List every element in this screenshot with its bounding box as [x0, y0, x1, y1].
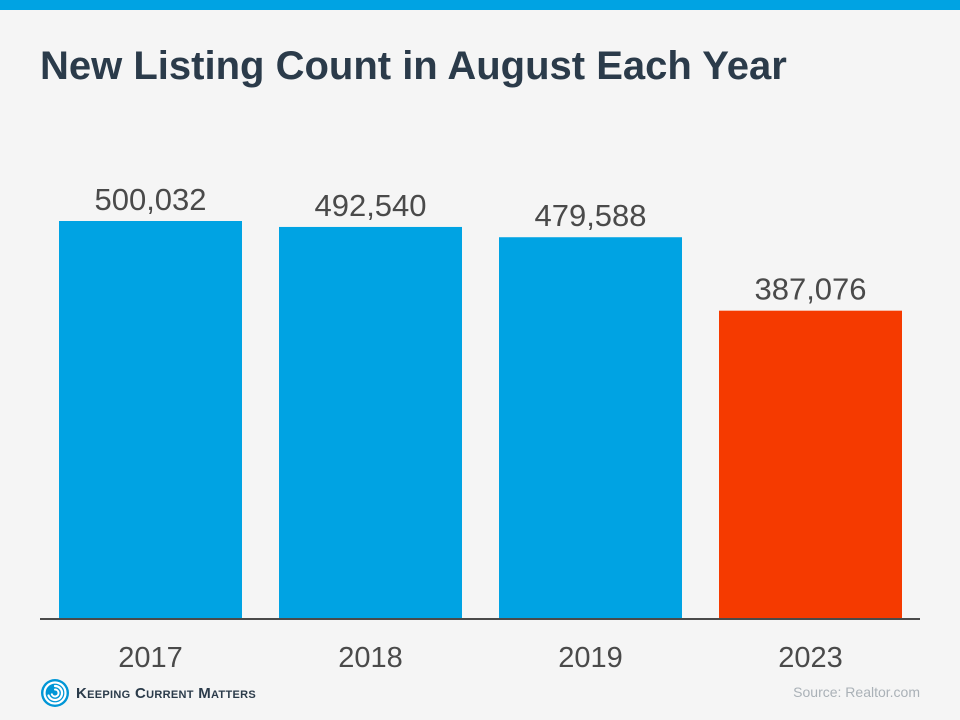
source-note: Source: Realtor.com — [793, 684, 920, 700]
logo-text: Keeping Current Matters — [76, 684, 256, 702]
value-label-2023: 387,076 — [754, 272, 866, 307]
kcm-logo: Keeping Current Matters — [40, 677, 256, 709]
value-label-2019: 479,588 — [534, 198, 646, 233]
bar-2023 — [719, 310, 902, 618]
bars-group — [59, 221, 902, 618]
x-tick-label-2019: 2019 — [558, 642, 623, 674]
x-tick-label-2018: 2018 — [338, 642, 403, 674]
chart-title: New Listing Count in August Each Year — [40, 44, 787, 88]
value-label-2017: 500,032 — [94, 182, 206, 217]
value-label-2018: 492,540 — [314, 188, 426, 223]
x-tick-label-2023: 2023 — [778, 642, 843, 674]
bar-2018 — [279, 226, 462, 618]
bar-2019 — [499, 237, 682, 618]
top-accent-bar — [0, 0, 960, 10]
kcm-swirl-logo-icon — [41, 679, 69, 707]
x-tick-labels-group: 2017 2018 2019 2023 — [118, 642, 843, 674]
value-labels-group: 500,032 492,540 479,588 387,076 — [94, 182, 866, 307]
bar-2017 — [59, 221, 242, 618]
x-tick-label-2017: 2017 — [118, 642, 183, 674]
